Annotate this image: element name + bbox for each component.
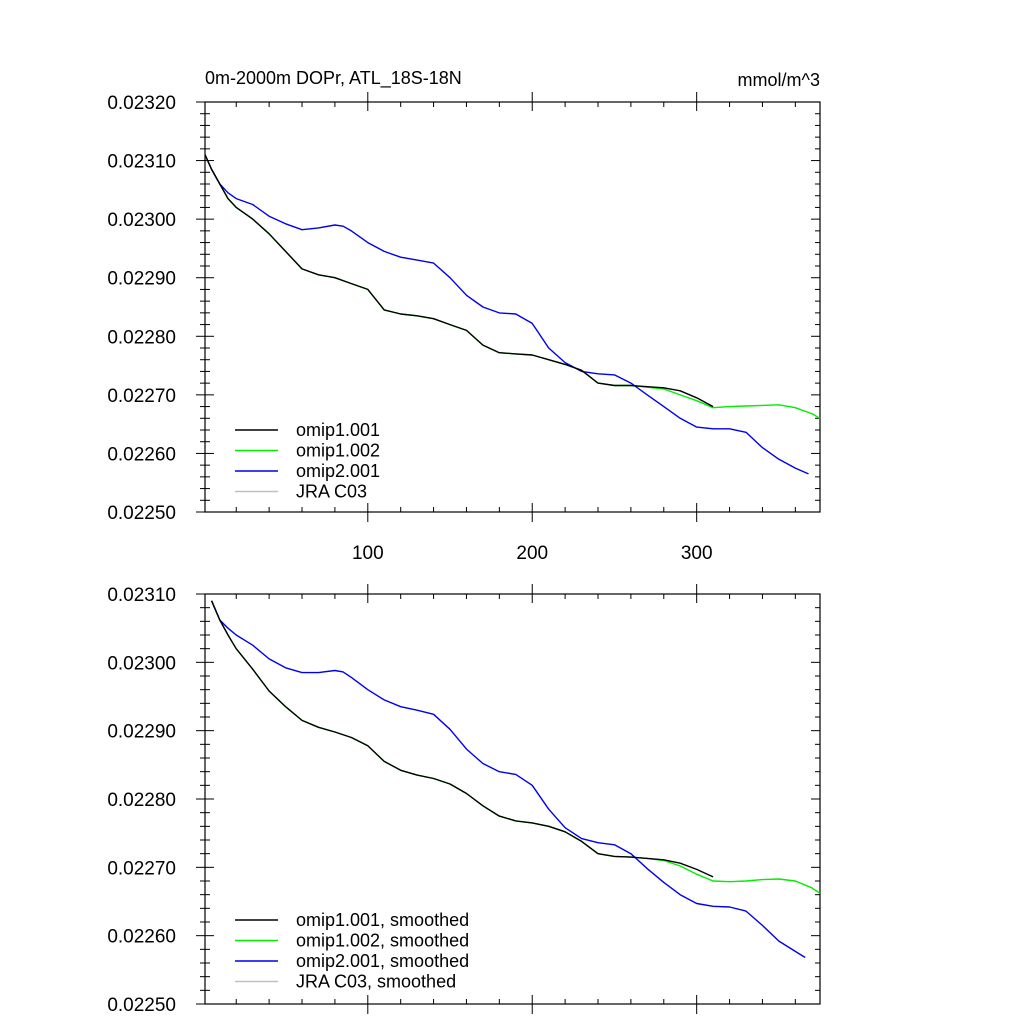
top-y-axis: 0.02250 0.02260 0.02270 0.02280 0.02290 0.023… — [107, 93, 820, 524]
y-tick-label: 0.02260 — [107, 927, 176, 948]
legend-label: JRA C03 — [296, 482, 367, 502]
legend-label: JRA C03, smoothed — [296, 972, 456, 992]
legend-label: omip1.001, smoothed — [296, 910, 469, 930]
series-line — [204, 154, 821, 419]
top-panel-title: 0m-2000m DOPr, ATL_18S-18N — [205, 68, 462, 89]
y-tick-label: 0.02310 — [107, 152, 176, 173]
series-line — [210, 600, 806, 959]
y-tick-label: 0.02300 — [107, 210, 176, 231]
y-tick-label: 0.02300 — [107, 653, 176, 674]
legend-label: omip2.001 — [296, 461, 380, 481]
series-line — [210, 600, 821, 894]
bottom-y-axis: 0.02250 0.02260 0.02270 0.02280 0.02290 0.023… — [107, 585, 820, 1016]
y-tick-label: 0.02270 — [107, 858, 176, 879]
bottom-series-lines — [210, 600, 821, 959]
y-tick-label: 0.02280 — [107, 790, 176, 811]
x-tick-label: 100 — [352, 543, 384, 564]
legend-label: omip2.001, smoothed — [296, 951, 469, 971]
top-panel-units: mmol/m^3 — [738, 70, 820, 90]
top-series-lines — [204, 154, 821, 475]
bottom-panel: 0.02250 0.02260 0.02270 0.02280 0.02290 0.023… — [107, 584, 821, 1016]
y-tick-label: 0.02250 — [107, 995, 176, 1016]
y-tick-label: 0.02280 — [107, 327, 176, 348]
top-x-axis: 100 200 300 — [235, 92, 796, 564]
series-line — [210, 600, 714, 878]
legend-label: omip1.002 — [296, 441, 380, 461]
bottom-x-axis — [235, 584, 796, 1014]
series-line — [204, 154, 714, 408]
legend-label: omip1.001 — [296, 420, 380, 440]
y-tick-label: 0.02290 — [107, 722, 176, 743]
y-tick-label: 0.02250 — [107, 503, 176, 524]
y-tick-label: 0.02290 — [107, 269, 176, 290]
legend-label: omip1.002, smoothed — [296, 931, 469, 951]
y-tick-label: 0.02320 — [107, 93, 176, 114]
top-panel: 0m-2000m DOPr, ATL_18S-18N mmol/m^3 100 2… — [107, 68, 821, 564]
y-tick-label: 0.02260 — [107, 444, 176, 465]
x-tick-label: 300 — [681, 543, 713, 564]
y-tick-label: 0.02310 — [107, 585, 176, 606]
series-line — [204, 154, 809, 475]
top-plot-frame — [204, 101, 821, 513]
x-tick-label: 200 — [516, 543, 548, 564]
y-tick-label: 0.02270 — [107, 386, 176, 407]
